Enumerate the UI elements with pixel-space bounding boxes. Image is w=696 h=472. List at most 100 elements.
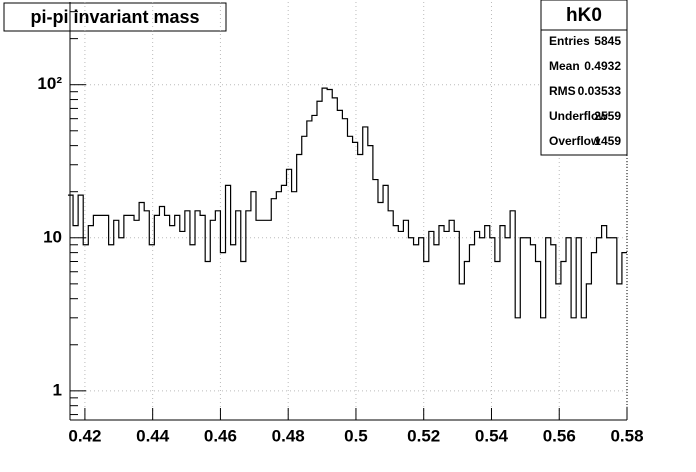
bar — [220, 253, 225, 420]
bar — [93, 215, 98, 420]
bar — [378, 203, 383, 420]
bar — [500, 226, 505, 420]
bar — [586, 284, 591, 420]
bar — [104, 215, 109, 420]
stats-value: 0.03533 — [578, 84, 622, 98]
bar — [464, 261, 469, 420]
stats-value: 1459 — [594, 134, 621, 148]
stats-value: 5845 — [594, 34, 621, 48]
bar — [597, 238, 602, 420]
bar — [536, 261, 541, 420]
bar — [373, 180, 378, 420]
bar — [530, 245, 535, 420]
title-box — [3, 2, 227, 32]
bar — [292, 192, 297, 420]
bar — [525, 238, 530, 420]
bar — [246, 211, 251, 420]
bar — [393, 226, 398, 420]
bar — [251, 192, 256, 420]
bar — [368, 146, 373, 420]
bar — [236, 211, 241, 420]
bar — [210, 220, 215, 420]
bar — [281, 185, 286, 420]
bar — [591, 253, 596, 420]
bar — [571, 318, 576, 420]
stats-box — [540, 0, 628, 156]
bar — [307, 121, 312, 420]
x-tick-label: 0.56 — [543, 426, 576, 445]
bar — [114, 220, 119, 420]
stats-value: 2559 — [594, 109, 621, 123]
bar — [297, 154, 302, 420]
bar — [302, 136, 307, 420]
x-tick-label: 0.52 — [407, 426, 440, 445]
bar — [271, 199, 276, 420]
bar — [566, 238, 571, 420]
x-tick-label: 0.58 — [610, 426, 643, 445]
bar — [424, 261, 429, 420]
bar — [581, 318, 586, 420]
bar — [180, 231, 185, 420]
x-tick-label: 0.46 — [204, 426, 237, 445]
bar — [327, 90, 332, 420]
bar — [215, 211, 220, 420]
stats-label: Overflow — [549, 134, 601, 148]
bar — [480, 238, 485, 420]
x-tick-label: 0.42 — [68, 426, 101, 445]
bar — [398, 231, 403, 420]
bar — [78, 195, 83, 420]
bar — [505, 238, 510, 420]
bar — [414, 245, 419, 420]
bar — [546, 238, 551, 420]
bar — [332, 98, 337, 420]
bar — [337, 110, 342, 420]
bar — [231, 245, 236, 420]
bar — [556, 284, 561, 420]
bar — [109, 245, 114, 420]
bar — [403, 220, 408, 420]
bar — [408, 238, 413, 420]
bar — [444, 231, 449, 420]
bar — [286, 169, 291, 420]
x-tick-label: 0.48 — [272, 426, 305, 445]
bar — [449, 220, 454, 420]
y-tick-label: 10 — [43, 227, 62, 246]
bar — [551, 245, 556, 420]
bar — [149, 245, 154, 420]
stats-title: hK0 — [566, 5, 602, 26]
x-tick-label: 0.44 — [136, 426, 170, 445]
bar — [317, 101, 322, 420]
x-tick-label: 0.5 — [344, 426, 368, 445]
bar — [195, 211, 200, 420]
bar — [388, 211, 393, 420]
bar — [129, 215, 134, 420]
bar — [98, 215, 103, 420]
bar — [159, 207, 164, 420]
bar — [144, 211, 149, 420]
bar — [205, 261, 210, 420]
bar — [612, 238, 617, 420]
bar — [520, 238, 525, 420]
bar — [170, 226, 175, 420]
bar — [607, 238, 612, 420]
bar — [429, 231, 434, 420]
bar — [342, 119, 347, 420]
bar — [485, 226, 490, 420]
bar — [353, 142, 358, 420]
bar — [175, 215, 180, 420]
bar — [88, 226, 93, 420]
bar — [510, 211, 515, 420]
bar — [469, 245, 474, 420]
bar — [454, 231, 459, 420]
bar — [185, 211, 190, 420]
bar — [561, 261, 566, 420]
bar — [165, 215, 170, 420]
stats-label: Entries — [549, 34, 590, 48]
stats-value: 0.4932 — [584, 59, 621, 73]
bar — [241, 261, 246, 420]
bar — [154, 215, 159, 420]
bar — [226, 185, 231, 420]
bar — [256, 220, 261, 420]
y-tick-label: 10² — [37, 74, 62, 93]
